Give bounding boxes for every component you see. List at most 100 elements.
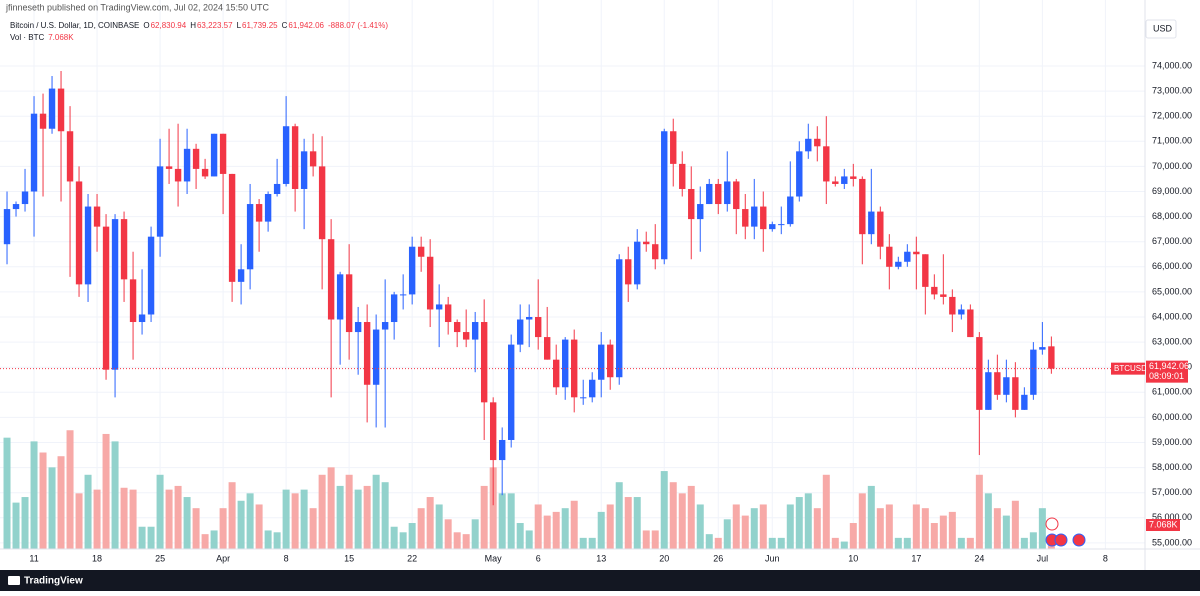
volume-bar	[921, 508, 929, 549]
volume-bar	[525, 530, 533, 549]
candle-body	[778, 224, 785, 226]
candle-body	[985, 372, 992, 410]
price-tag: 61,942.06	[1149, 361, 1189, 371]
candle-body	[138, 314, 146, 323]
candle-body	[408, 246, 416, 295]
candle-body	[904, 251, 911, 262]
volume-bar	[444, 519, 452, 549]
candle-body	[598, 344, 605, 380]
candle-body	[787, 196, 794, 225]
volume-bar	[174, 485, 182, 549]
volume-bar	[192, 508, 200, 549]
volume-bar	[147, 526, 155, 549]
candle-body	[733, 181, 740, 210]
volume-bar	[1038, 508, 1046, 549]
volume-bar	[345, 474, 353, 549]
x-tick-label: 13	[596, 553, 606, 563]
candle-body	[120, 219, 128, 280]
y-tick-label: 55,000.00	[1152, 537, 1192, 547]
volume-bar	[336, 485, 344, 549]
volume-bar	[453, 532, 461, 549]
event-icon[interactable]	[1054, 533, 1068, 547]
volume-bar	[894, 537, 902, 549]
volume-bar	[597, 511, 605, 549]
candle-body	[282, 126, 290, 184]
candle-body	[525, 316, 533, 320]
candle-body	[354, 322, 362, 333]
candle-body	[498, 439, 506, 461]
volume-bar	[1011, 500, 1019, 549]
legend-o-value: 62,830.94	[151, 21, 187, 30]
candle-body	[192, 148, 200, 169]
candle-body	[201, 168, 209, 177]
volume-tag-bg	[1146, 519, 1180, 531]
volume-bar	[210, 530, 218, 549]
candle-body	[336, 274, 344, 320]
volume-bar	[975, 474, 983, 549]
currency-box[interactable]	[1145, 19, 1177, 39]
legend-l-value: 61,739.25	[242, 21, 278, 30]
candle-body	[724, 181, 731, 205]
volume-bar	[129, 489, 137, 549]
y-tick-label: 64,000.00	[1152, 311, 1192, 321]
candle-body	[174, 168, 182, 182]
candle-body	[760, 206, 767, 230]
volume-bar	[1020, 537, 1028, 549]
volume-bar	[480, 485, 488, 549]
volume-bar	[354, 489, 362, 549]
candle-body	[3, 209, 11, 245]
candle-body	[444, 304, 452, 323]
candle-body	[949, 296, 956, 315]
y-tick-label: 72,000.00	[1152, 111, 1192, 121]
x-tick-label: 17	[911, 553, 921, 563]
volume-bar	[48, 467, 56, 549]
candle-body	[625, 259, 632, 285]
volume-bar	[660, 471, 668, 549]
candle-body	[273, 183, 281, 195]
volume-bar	[363, 485, 371, 549]
candle-body	[832, 181, 839, 184]
y-tick-label: 73,000.00	[1152, 85, 1192, 95]
candle-body	[751, 206, 758, 227]
volume-bar	[228, 482, 236, 549]
candle-body	[489, 402, 497, 461]
candle-body	[634, 241, 641, 285]
volume-bar	[912, 504, 920, 549]
candle-body	[769, 224, 776, 230]
candle-body	[580, 397, 587, 399]
grid	[0, 0, 1145, 549]
candle-body	[715, 183, 722, 205]
candle-body	[661, 131, 668, 260]
candle-body	[480, 322, 488, 403]
x-tick-label: 22	[407, 553, 417, 563]
volume-bar	[273, 532, 281, 549]
volume-bar	[201, 534, 209, 549]
candle-body	[670, 131, 677, 164]
candle-body	[291, 126, 299, 189]
y-tick-label: 67,000.00	[1152, 236, 1192, 246]
volume-bar	[300, 489, 308, 549]
volume-bar	[903, 537, 911, 549]
volume-bar	[867, 485, 875, 549]
candles	[3, 71, 1055, 506]
volume-bar	[948, 511, 956, 549]
candle-body	[210, 133, 218, 177]
volume-bar	[795, 497, 803, 549]
candle-body	[129, 279, 137, 323]
candle-body	[102, 226, 110, 370]
price-tag-symbol: BTCUSD	[1114, 364, 1147, 373]
volume-bar	[966, 537, 974, 549]
candle-body	[462, 332, 470, 340]
candle-body	[246, 204, 254, 270]
x-tick-label: 8	[284, 553, 289, 563]
volume-bar	[741, 515, 749, 549]
candle-body	[399, 294, 407, 296]
volume-bar	[615, 482, 623, 549]
candle-body	[967, 309, 974, 338]
candle-body	[345, 274, 353, 333]
footer	[0, 570, 1200, 591]
candle-body	[823, 146, 830, 182]
event-icon[interactable]	[1072, 533, 1086, 547]
event-icon[interactable]	[1045, 517, 1059, 531]
candle-body	[607, 344, 614, 378]
